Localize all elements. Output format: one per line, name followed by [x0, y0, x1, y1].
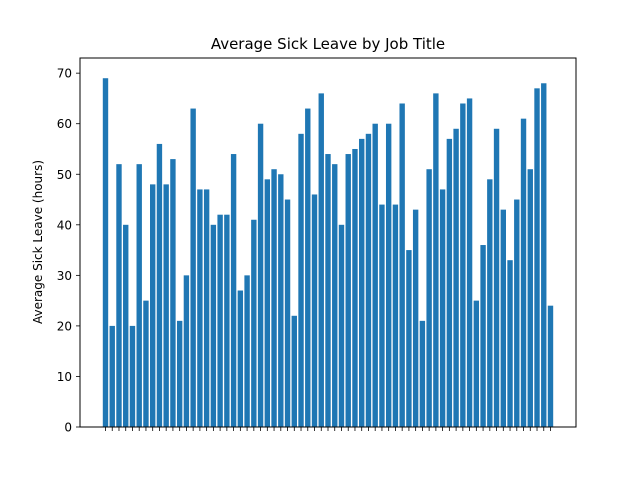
bar: [399, 103, 405, 428]
bar: [507, 260, 513, 427]
bar: [325, 154, 331, 428]
bar: [332, 164, 338, 427]
bar: [359, 138, 365, 427]
bar: [237, 290, 244, 427]
bar: [284, 199, 291, 427]
y-tick-label: 70: [57, 67, 72, 81]
y-tick-label: 20: [57, 319, 72, 333]
y-axis: 0 10 20 30 40 50 60 70: [57, 67, 80, 435]
y-axis-label: Average Sick Leave (hours): [31, 160, 45, 324]
bar: [338, 224, 345, 427]
bar: [278, 174, 284, 427]
bar: [406, 250, 412, 427]
bar: [446, 138, 453, 427]
bar: [210, 224, 217, 427]
bar: [392, 204, 399, 427]
bar: [176, 320, 183, 427]
bar: [298, 133, 304, 427]
y-tick-label: 60: [57, 117, 72, 131]
bar: [426, 169, 432, 427]
bar: [143, 300, 149, 427]
bar: [439, 189, 446, 427]
bar: [460, 103, 466, 428]
bar: [203, 189, 210, 427]
bar: [251, 219, 257, 427]
bar: [493, 128, 500, 427]
bar: [305, 108, 311, 428]
bar: [385, 123, 392, 428]
bar: [433, 93, 439, 427]
bar: [365, 133, 372, 427]
y-tick-label: 40: [57, 218, 72, 232]
bar: [514, 199, 520, 427]
bar: [170, 159, 176, 427]
bar: [190, 108, 196, 428]
bar: [271, 169, 277, 427]
bar: [150, 184, 156, 427]
y-tick-label: 0: [64, 421, 72, 435]
bar: [419, 320, 426, 427]
chart-title: Average Sick Leave by Job Title: [211, 35, 445, 53]
bar: [466, 98, 473, 427]
plot-frame: [79, 57, 577, 428]
bar: [156, 143, 163, 427]
bar: [453, 128, 459, 427]
bar: [102, 78, 109, 427]
bar: [318, 93, 324, 427]
bar: [547, 305, 554, 427]
bar: [520, 118, 527, 427]
bar: [412, 209, 419, 427]
x-axis: [105, 427, 551, 431]
bar: [197, 189, 203, 427]
bar: [500, 209, 506, 427]
bar: [487, 179, 493, 427]
bar: [379, 204, 385, 427]
bar: [473, 300, 480, 427]
y-tick-label: 10: [57, 370, 72, 384]
bar: [116, 164, 122, 427]
bar: [311, 194, 318, 427]
bar: [372, 123, 378, 428]
y-tick-label: 50: [57, 168, 72, 182]
bar: [480, 245, 486, 427]
bar: [345, 154, 351, 428]
bar: [109, 325, 115, 427]
bar: [264, 179, 271, 427]
bar: [230, 154, 237, 428]
bars-group: [102, 78, 554, 428]
bar: [541, 83, 547, 428]
bar: [183, 275, 190, 427]
bar: [136, 164, 142, 427]
bar: [129, 325, 136, 427]
bar: [123, 224, 129, 427]
bar: [352, 148, 358, 428]
bar: [527, 169, 533, 427]
bar: [534, 88, 540, 427]
bar: [224, 214, 230, 427]
bar: [244, 275, 250, 427]
y-tick-label: 30: [57, 269, 72, 283]
bar: [257, 123, 264, 428]
bar: [163, 184, 169, 427]
bar: [291, 315, 297, 427]
bar: [217, 214, 223, 427]
